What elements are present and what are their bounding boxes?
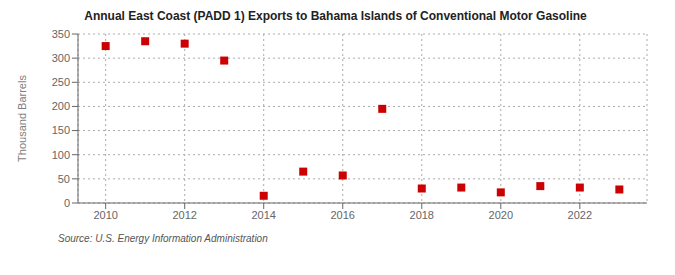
svg-text:50: 50	[58, 173, 70, 185]
svg-text:0: 0	[64, 197, 70, 209]
html-text:Source: U.S. Energy Informatio: Source: U.S. Energy Information Administ…	[58, 233, 268, 244]
svg-text:2022: 2022	[568, 209, 592, 221]
svg-text:300: 300	[52, 52, 70, 64]
svg-text:200: 200	[52, 100, 70, 112]
svg-text:2014: 2014	[251, 209, 275, 221]
svg-text:100: 100	[52, 149, 70, 161]
svg-text:2018: 2018	[410, 209, 434, 221]
html-text:Annual East Coast (PADD 1) Exp: Annual East Coast (PADD 1) Exports to Ba…	[84, 9, 587, 23]
svg-text:Thousand Barrels: Thousand Barrels	[16, 75, 28, 162]
svg-text:2010: 2010	[93, 209, 117, 221]
svg-text:2012: 2012	[172, 209, 196, 221]
svg-text:250: 250	[52, 76, 70, 88]
svg-text:2020: 2020	[489, 209, 513, 221]
svg-text:350: 350	[52, 28, 70, 40]
svg-text:2016: 2016	[331, 209, 355, 221]
svg-text:150: 150	[52, 124, 70, 136]
